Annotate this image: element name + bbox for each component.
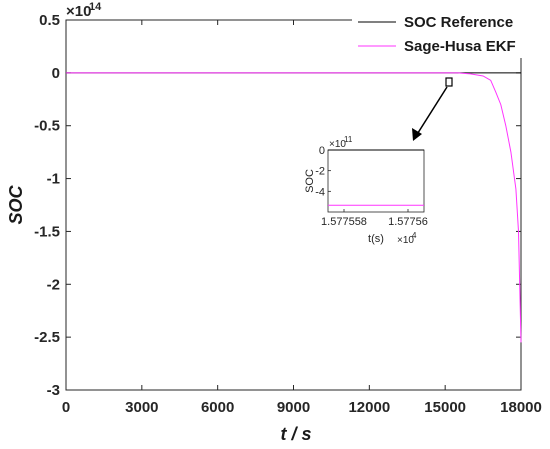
inset-y-axis-label: SOC: [304, 169, 316, 193]
inset-x-tick-label: 1.577558: [321, 216, 367, 228]
zoom-arrow: [415, 86, 448, 137]
zoom-marker: [445, 77, 453, 87]
inset-plot-area: [327, 149, 425, 213]
legend-box: [352, 8, 531, 58]
main-plot-area: [65, 19, 522, 391]
x-tick-label: 3000: [125, 399, 158, 416]
y-tick-label: -1: [47, 171, 60, 188]
x-tick-label: 18000: [500, 399, 542, 416]
x-tick-label: 0: [62, 399, 70, 416]
series-line-ekf: [66, 72, 522, 343]
inset-y-tick-label: -4: [315, 186, 325, 198]
y-tick-label: 0: [52, 65, 60, 82]
legend-label-reference: SOC Reference: [404, 14, 513, 31]
inset-chart: 0-2-4 1.577558 1.57756 ×10 11 ×10 4 t(s) …: [304, 135, 428, 246]
x-axis-label: t / s: [280, 424, 311, 444]
y-tick-label: -1.5: [34, 223, 60, 240]
x-tick-label: 15000: [424, 399, 466, 416]
zoom-arrowhead: [412, 128, 422, 141]
y-tick-label: -2: [47, 276, 60, 293]
y-tick-label: 0.5: [39, 12, 60, 29]
y-exponent-power: 14: [89, 1, 102, 13]
x-tick-label: 9000: [277, 399, 310, 416]
inset-x-exponent-power: 4: [412, 231, 417, 240]
inset-x-exponent-label: ×10: [397, 235, 414, 246]
y-exponent-label: ×10: [66, 3, 91, 20]
y-axis-label: SOC: [6, 185, 26, 225]
x-tick-label: 6000: [201, 399, 234, 416]
y-tick-label: -0.5: [34, 118, 60, 135]
inset-x-tick-label: 1.57756: [388, 216, 428, 228]
inset-x-axis-label: t(s): [368, 233, 384, 245]
inset-y-exponent-power: 11: [344, 135, 353, 144]
y-tick-label: -2.5: [34, 329, 60, 346]
legend: SOC Reference Sage-Husa EKF: [352, 8, 531, 58]
x-tick-label: 12000: [348, 399, 390, 416]
legend-label-ekf: Sage-Husa EKF: [404, 38, 516, 55]
inset-y-exponent-label: ×10: [329, 139, 346, 150]
inset-y-tick-label: -2: [315, 166, 325, 178]
inset-y-tick-label: 0: [319, 145, 325, 157]
y-tick-label: -3: [47, 382, 60, 399]
